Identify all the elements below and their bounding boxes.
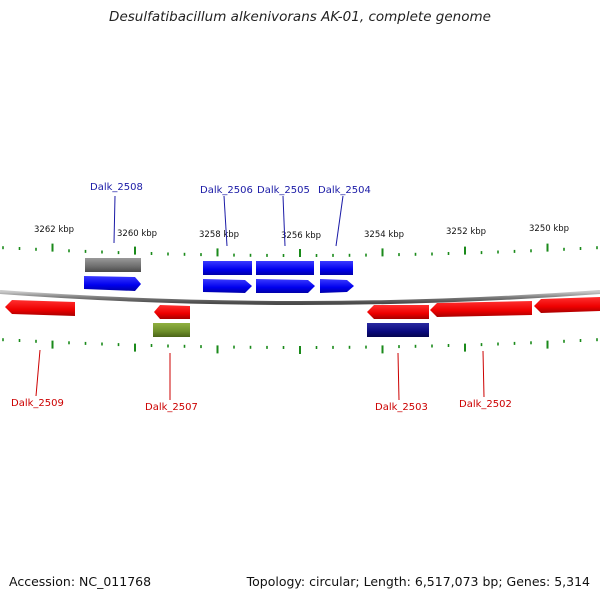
kbp-label-3260: 3260 kbp [117, 229, 157, 239]
kbp-label-3258: 3258 kbp [199, 230, 239, 240]
feature-blue-block-1[interactable] [203, 261, 252, 275]
gene-arrow-dalk-2503[interactable] [367, 305, 429, 319]
gene-label-dalk-2506[interactable]: Dalk_2506 [200, 185, 253, 196]
gene-arrow-right-edge[interactable] [534, 297, 600, 313]
genome-title: Desulfatibacillum alkenivorans AK-01, co… [109, 9, 491, 25]
feature-blue-block-2[interactable] [256, 261, 314, 275]
kbp-label-3262: 3262 kbp [34, 225, 74, 235]
gene-arrow-dalk-2509[interactable] [5, 300, 75, 316]
genome-summary-text: Topology: circular; Length: 6,517,073 bp… [246, 574, 590, 589]
gene-arrow-dalk-2502[interactable] [430, 301, 532, 317]
gene-arrow-dalk-2504[interactable] [320, 279, 354, 293]
gene-label-dalk-2502[interactable]: Dalk_2502 [459, 399, 512, 410]
feature-olive-block[interactable] [153, 323, 190, 337]
feature-blue-block-3[interactable] [320, 261, 353, 275]
kbp-label-3252: 3252 kbp [446, 227, 486, 237]
gene-label-dalk-2508[interactable]: Dalk_2508 [90, 182, 143, 193]
gene-label-dalk-2507[interactable]: Dalk_2507 [145, 402, 198, 413]
gene-label-dalk-2504[interactable]: Dalk_2504 [318, 185, 371, 196]
feature-navy-block[interactable] [367, 323, 429, 337]
gene-arrow-dalk-2507[interactable] [154, 305, 190, 319]
gene-arrow-dalk-2508[interactable] [84, 276, 141, 291]
tick-marks-bottom [2, 338, 598, 354]
kbp-label-3256: 3256 kbp [281, 231, 321, 241]
kbp-label-3250: 3250 kbp [529, 224, 569, 234]
forward-features [84, 258, 354, 293]
kbp-label-3254: 3254 kbp [364, 230, 404, 240]
label-leaders [35, 195, 485, 401]
reverse-features [5, 297, 600, 337]
genome-backbone [0, 290, 600, 305]
tick-marks-top [2, 243, 598, 257]
feature-gray-block[interactable] [85, 258, 141, 272]
gene-arrow-dalk-2506[interactable] [203, 279, 252, 293]
accession-text: Accession: NC_011768 [9, 574, 152, 589]
gene-label-dalk-2505[interactable]: Dalk_2505 [257, 185, 310, 196]
gene-arrow-dalk-2505[interactable] [256, 279, 315, 293]
gene-label-dalk-2509[interactable]: Dalk_2509 [11, 398, 64, 409]
gene-label-dalk-2503[interactable]: Dalk_2503 [375, 402, 428, 413]
